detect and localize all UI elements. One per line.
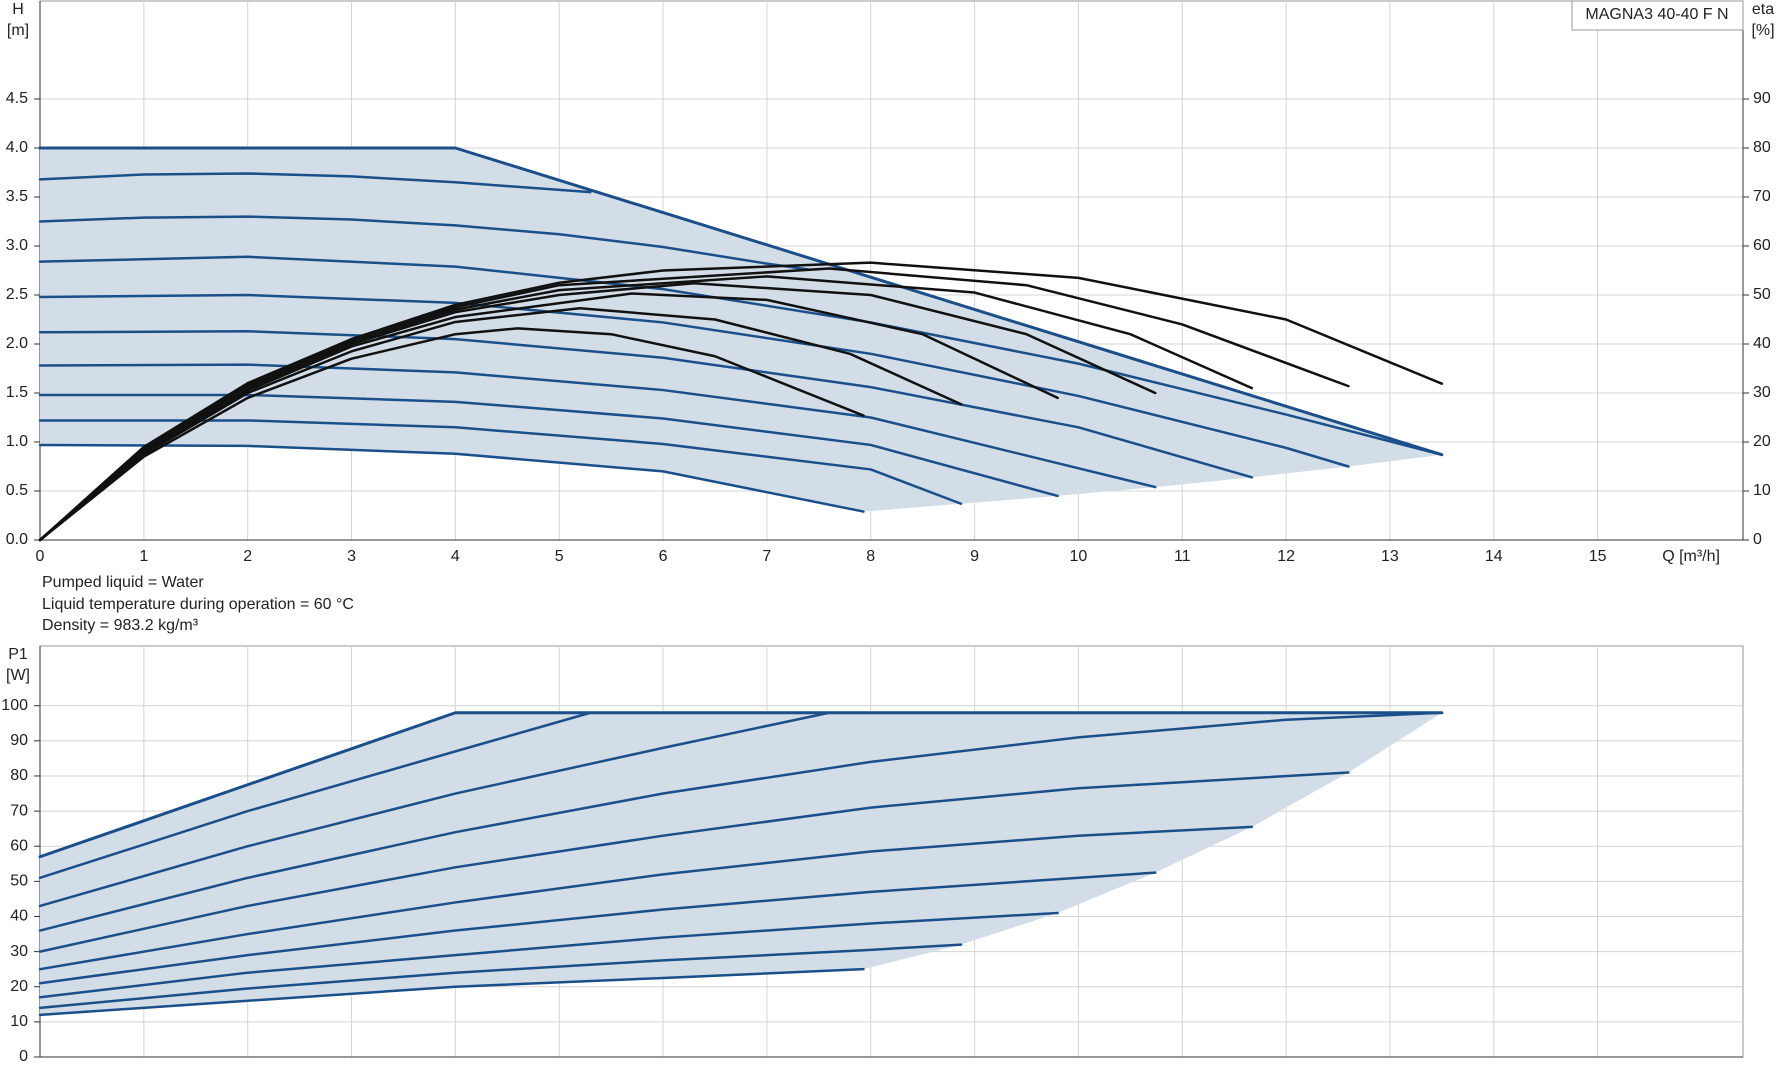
curve [38,215,810,271]
curve [38,711,1444,932]
y-tick-label: 100 [1,697,28,714]
note: Density = 983.2 kg/m³ [42,617,199,634]
y-tick-label: 0.5 [6,482,28,499]
x-tick-label: 11 [1174,548,1191,565]
y2-tick-label: 30 [1753,384,1771,401]
y-tick-label: 90 [10,732,28,749]
y-tick-label: 60 [10,837,28,854]
x-tick-label: 14 [1485,548,1503,565]
y-axis-label: P1 [8,646,28,663]
y-tick-label: 2.5 [6,286,28,303]
y-tick-label: 0.0 [6,531,28,548]
y-tick-label: 4.5 [6,90,28,107]
y2-axis-label: [%] [1751,22,1774,39]
y2-tick-label: 20 [1753,433,1771,450]
curve [38,711,592,880]
curve [38,825,1254,971]
y-tick-label: 1.0 [6,433,28,450]
curve [38,771,1350,953]
y-tick-label: 20 [10,978,28,995]
chart-title: MAGNA3 40-40 F N [1585,6,1728,23]
y-tick-label: 70 [10,802,28,819]
y2-tick-label: 70 [1753,188,1771,205]
y2-tick-label: 80 [1753,139,1771,156]
y-tick-label: 30 [10,943,28,960]
curve [38,393,1059,498]
x-tick-label: 6 [659,548,668,565]
x-tick-label: 13 [1381,548,1399,565]
curve [38,255,1444,456]
y-axis-label: [W] [6,667,30,684]
curve [38,419,963,505]
y2-tick-label: 0 [1753,531,1762,548]
y-tick-label: 4.0 [6,139,28,156]
x-tick-label: 4 [451,548,460,565]
note: Pumped liquid = Water [42,574,204,591]
y-tick-label: 50 [10,873,28,890]
y2-tick-label: 10 [1753,482,1771,499]
note: Liquid temperature during operation = 60… [42,596,354,613]
curve [38,871,1157,985]
curve [38,711,831,908]
efficiency-curve [38,281,1157,542]
curve [38,711,1444,859]
y-axis-label: [m] [7,22,29,39]
y-tick-label: 40 [10,908,28,925]
y-tick-label: 80 [10,767,28,784]
y2-tick-label: 50 [1753,286,1771,303]
curve [38,443,865,513]
x-tick-label: 8 [866,548,875,565]
y2-tick-label: 40 [1753,335,1771,352]
x-tick-label: 1 [139,548,148,565]
curve [38,911,1059,999]
efficiency-curve [38,327,865,542]
title-box [1571,0,1744,31]
curve [38,943,963,1010]
curve [38,363,1157,489]
efficiency-curve [38,261,1444,542]
y-tick-label: 1.5 [6,384,28,401]
y2-tick-label: 60 [1753,237,1771,254]
y2-axis-label: eta [1752,1,1774,18]
x-tick-label: 9 [970,548,979,565]
curve [38,172,592,194]
y-tick-label: 3.5 [6,188,28,205]
x-tick-label: 15 [1589,548,1607,565]
x-tick-label: 10 [1070,548,1088,565]
curve [38,146,1444,457]
x-tick-label: 5 [555,548,564,565]
operating-area [40,148,1442,512]
curve [38,330,1254,479]
x-tick-label: 2 [243,548,252,565]
curve [38,967,865,1017]
y-tick-label: 0 [19,1048,28,1061]
x-tick-label: 3 [347,548,356,565]
x-tick-label: 0 [36,548,45,565]
y-tick-label: 10 [10,1013,28,1030]
x-axis-label: Q [m³/h] [1662,548,1720,565]
y-tick-label: 3.0 [6,237,28,254]
x-tick-label: 7 [762,548,771,565]
y-tick-label: 2.0 [6,335,28,352]
y2-tick-label: 90 [1753,90,1771,107]
curve [38,293,1350,468]
y-axis-label: H [12,1,24,18]
efficiency-curve [38,306,963,542]
x-tick-label: 12 [1277,548,1295,565]
efficiency-curve [38,267,1350,542]
